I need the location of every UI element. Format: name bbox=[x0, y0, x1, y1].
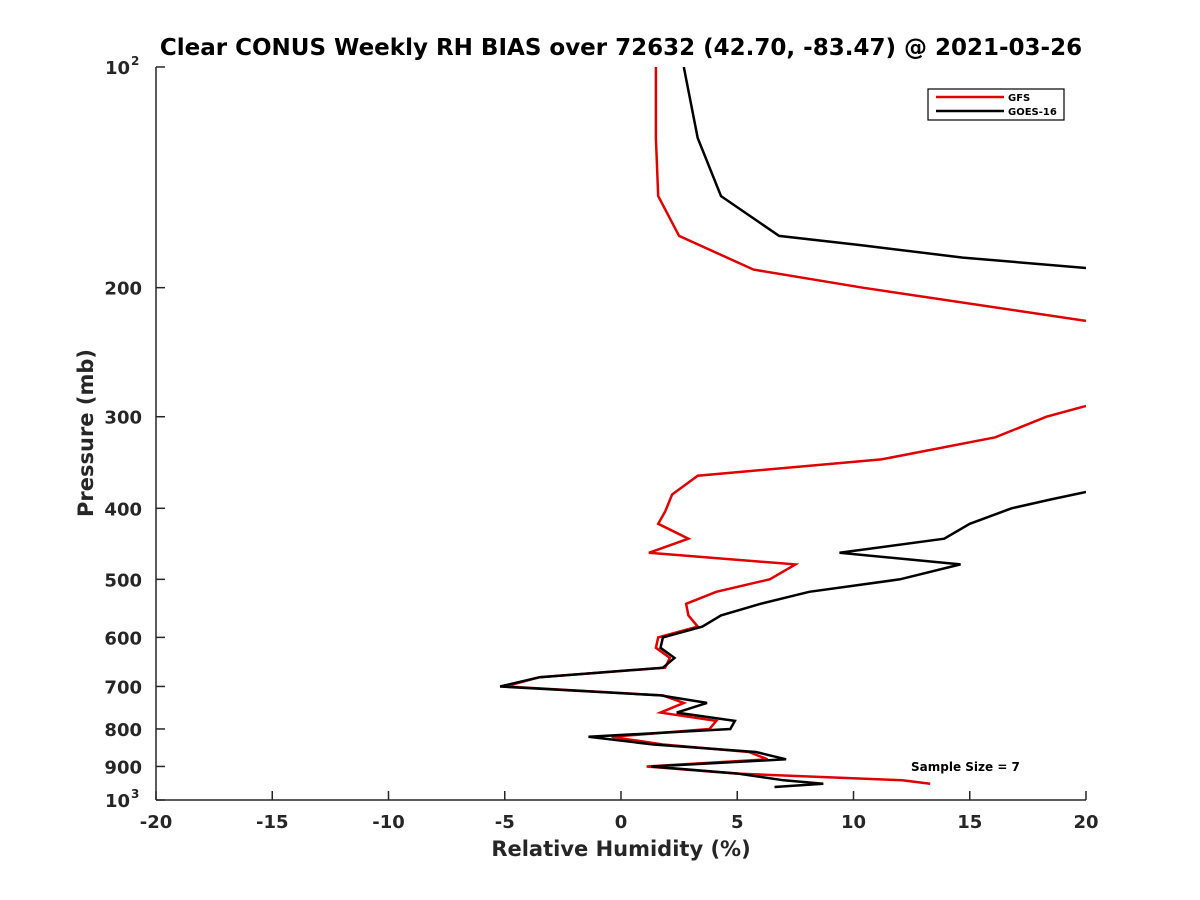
y-tick-label: 800 bbox=[104, 720, 142, 741]
x-tick-label: -10 bbox=[372, 812, 405, 833]
y-tick-label: 400 bbox=[104, 499, 142, 520]
legend: GFS GOES-16 bbox=[927, 88, 1065, 121]
x-tick-label: 5 bbox=[731, 812, 744, 833]
y-tick-exponent: 2 bbox=[131, 54, 139, 68]
y-tick-label: 200 bbox=[104, 279, 142, 300]
x-tick-label: 20 bbox=[1073, 812, 1098, 833]
y-tick-label: 600 bbox=[104, 628, 142, 649]
x-ticks: -20 -15 -10 -5 0 5 10 15 20 bbox=[140, 791, 1099, 833]
x-tick-label: 15 bbox=[957, 812, 982, 833]
y-axis-label: Pressure (mb) bbox=[74, 349, 98, 517]
y-tick-label: 300 bbox=[104, 408, 142, 429]
series-layer bbox=[499, 67, 1086, 789]
legend-box bbox=[927, 88, 1065, 121]
series-line-goes16 bbox=[499, 67, 1086, 789]
legend-label-goes16: GOES-16 bbox=[1008, 107, 1057, 118]
x-tick-label: -5 bbox=[495, 812, 515, 833]
y-tick-label: 900 bbox=[104, 757, 142, 778]
x-axis-label: Relative Humidity (%) bbox=[491, 837, 750, 861]
y-tick-label: 10 bbox=[105, 58, 130, 79]
y-tick-label: 10 bbox=[105, 791, 130, 812]
y-tick-exponent: 3 bbox=[131, 787, 139, 801]
x-tick-label: 0 bbox=[615, 812, 628, 833]
y-tick-label: 700 bbox=[104, 677, 142, 698]
x-tick-label: -15 bbox=[256, 812, 289, 833]
x-tick-label: 10 bbox=[841, 812, 866, 833]
chart-title: Clear CONUS Weekly RH BIAS over 72632 (4… bbox=[160, 35, 1082, 61]
legend-label-gfs: GFS bbox=[1008, 93, 1030, 104]
plot-area bbox=[156, 67, 1086, 800]
y-tick-label: 500 bbox=[104, 570, 142, 591]
x-tick-label: -20 bbox=[140, 812, 173, 833]
sample-size-annotation: Sample Size = 7 bbox=[911, 760, 1020, 774]
